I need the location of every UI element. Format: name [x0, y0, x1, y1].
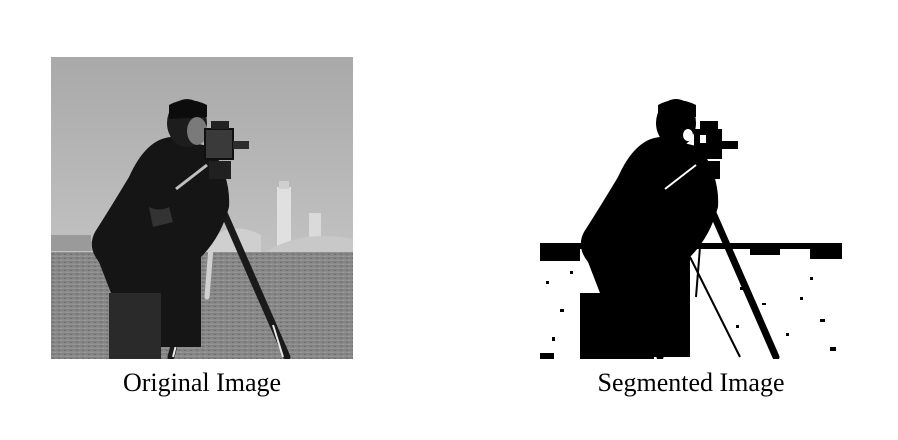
segmented-man — [580, 99, 738, 359]
original-image — [51, 57, 353, 359]
segmented-image-caption: Segmented Image — [597, 368, 785, 397]
original-photo-drawing — [51, 57, 353, 359]
original-image-caption: Original Image — [122, 368, 282, 397]
segmented-image — [540, 57, 842, 359]
camera — [175, 121, 249, 191]
man — [91, 99, 230, 359]
grass — [51, 252, 353, 359]
segmented-photo-drawing — [540, 57, 842, 359]
